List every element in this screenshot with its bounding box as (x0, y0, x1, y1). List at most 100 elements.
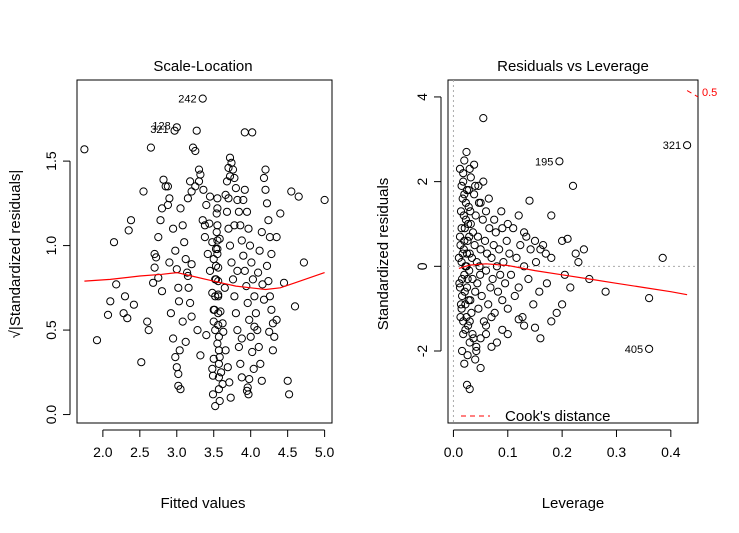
scale-location-smooth-curve (84, 271, 325, 291)
residuals-leverage-data-point (471, 287, 480, 296)
scale-location-data-point (236, 221, 245, 230)
residuals-leverage-data-point (462, 283, 472, 292)
residuals-leverage-data-point (460, 287, 469, 296)
residuals-leverage-data-point (472, 342, 481, 351)
residuals-leverage-data-point (516, 241, 525, 250)
scale-location-data-point (219, 327, 228, 336)
scale-location-x-tick-label: 4.5 (278, 444, 298, 460)
scale-location-data-point (205, 192, 215, 201)
residuals-leverage-data-point (463, 236, 472, 245)
residuals-leverage-panel: Residuals vs Leverage 0.0 0.1 0.2 0.3 0.4 -2… (375, 58, 717, 512)
scale-location-points (80, 94, 329, 411)
scale-location-data-point (199, 185, 208, 194)
cooks-distance-line (686, 90, 699, 98)
residuals-leverage-data-point (503, 304, 512, 313)
scale-location-data-point (222, 177, 232, 186)
scale-location-data-point (259, 295, 269, 304)
scale-location-smooth-line (84, 271, 325, 291)
scale-location-data-point (180, 238, 189, 247)
residuals-leverage-data-point (456, 313, 465, 322)
residuals-leverage-data-point (455, 283, 465, 292)
scale-location-data-point (80, 145, 89, 154)
scale-location-data-point (150, 263, 159, 272)
legend-cooks-label: Cook's distance (505, 408, 610, 425)
scale-location-data-point (212, 228, 221, 237)
residuals-leverage-data-point (498, 296, 507, 305)
residuals-leverage-data-point (465, 317, 474, 326)
scale-location-title: Scale-Location (153, 58, 252, 75)
residuals-leverage-data-point (505, 249, 514, 258)
residuals-leverage-data-point (492, 338, 501, 347)
residuals-leverage-data-point (486, 283, 495, 292)
scale-location-data-point (159, 175, 168, 184)
scale-location-data-point (221, 346, 230, 355)
residuals-leverage-data-point (503, 330, 512, 339)
scale-location-y-tick-label: 0.5 (43, 320, 59, 340)
scale-location-data-point (257, 376, 266, 385)
residuals-leverage-data-point (485, 224, 494, 233)
scale-location-data-point (171, 246, 180, 255)
scale-location-data-point (175, 346, 184, 355)
scale-location-data-point (226, 393, 235, 402)
residuals-leverage-y-tick-label: -2 (414, 345, 430, 358)
scale-location-data-point (211, 244, 221, 254)
scale-location-data-point (129, 300, 138, 309)
scale-location-data-point (213, 339, 222, 348)
residuals-leverage-data-point (459, 211, 468, 220)
scale-location-data-point (200, 233, 209, 242)
scale-location-data-point (214, 385, 223, 394)
scale-location-data-point (224, 163, 233, 172)
residuals-leverage-data-point (490, 308, 499, 317)
scale-location-x-tick-label: 3.5 (204, 444, 224, 460)
scale-location-data-point (196, 351, 205, 360)
scale-location-data-point (215, 234, 224, 243)
residuals-leverage-data-point (474, 304, 483, 313)
scale-location-x-tick-label: 2.5 (130, 444, 150, 460)
scale-location-data-point (178, 317, 187, 326)
scale-location-data-point (267, 305, 276, 314)
scale-location-point-label: 242 (178, 94, 196, 106)
residuals-leverage-data-point (484, 194, 493, 203)
scale-location-data-point (258, 280, 267, 289)
scale-location-data-point (285, 390, 294, 399)
residuals-leverage-data-point (484, 300, 493, 309)
scale-location-data-point (163, 182, 172, 191)
residuals-leverage-x-tick-label: 0.1 (498, 444, 518, 460)
residuals-leverage-data-point (472, 258, 481, 267)
scale-location-data-point (183, 268, 192, 277)
residuals-leverage-data-point (476, 270, 485, 279)
residuals-leverage-data-point (459, 177, 468, 186)
scale-location-data-point (290, 302, 300, 311)
residuals-leverage-data-point (466, 219, 475, 229)
scale-location-data-point (256, 359, 265, 368)
residuals-leverage-data-point (465, 164, 474, 173)
residuals-leverage-data-point (645, 294, 654, 303)
residuals-leverage-reference-lines (448, 80, 698, 423)
residuals-leverage-data-point (475, 262, 484, 271)
scale-location-data-point (222, 207, 232, 216)
residuals-leverage-data-point (506, 270, 516, 279)
residuals-leverage-data-point (458, 291, 467, 301)
scale-location-data-point (154, 233, 163, 242)
scale-location-data-point (208, 364, 217, 373)
residuals-leverage-data-point (601, 287, 610, 296)
scale-location-data-point (149, 278, 158, 287)
residuals-leverage-data-point (481, 207, 491, 216)
scale-location-data-point (287, 187, 296, 196)
scale-location-data-point (139, 187, 148, 196)
residuals-leverage-data-point (547, 253, 556, 262)
residuals-leverage-data-point (468, 228, 478, 237)
scale-location-data-point (194, 177, 204, 186)
residuals-leverage-data-point (492, 262, 501, 271)
scale-location-data-point (137, 358, 146, 367)
scale-location-data-point (242, 207, 252, 216)
scale-location-data-point (144, 326, 153, 335)
scale-location-data-point (253, 326, 262, 335)
scale-location-data-point (215, 396, 224, 406)
residuals-leverage-data-point (471, 211, 480, 220)
residuals-leverage-data-point (478, 215, 487, 224)
scale-location-data-point (120, 292, 130, 301)
scale-location-data-point (231, 309, 240, 318)
residuals-leverage-data-point (470, 241, 479, 250)
scale-location-data-point (220, 283, 229, 292)
